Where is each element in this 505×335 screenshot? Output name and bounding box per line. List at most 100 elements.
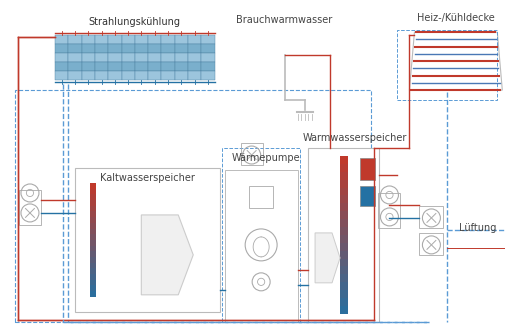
Bar [90,280,95,285]
Bar [148,62,161,71]
Bar [90,240,95,246]
Bar [201,53,214,62]
Bar [55,35,68,44]
Bar [396,30,496,100]
Bar [188,35,201,44]
Bar [121,71,134,80]
Bar [90,200,95,206]
Bar [68,62,81,71]
Bar [339,274,347,282]
Bar [68,71,81,80]
Bar [339,259,347,266]
Bar [339,211,347,219]
Bar [121,62,134,71]
Bar [108,35,121,44]
Bar [339,266,347,274]
Bar [68,35,81,44]
Bar [161,62,174,71]
Bar [419,233,442,255]
Bar [339,227,347,235]
Bar [148,71,161,80]
Bar [378,193,399,228]
Bar [90,206,95,211]
Bar [90,211,95,217]
Bar [94,62,108,71]
Bar [15,90,371,322]
Bar [148,53,161,62]
Bar [90,194,95,200]
Bar [221,148,299,322]
Bar [339,188,347,195]
Text: Brauchwarmwasser: Brauchwarmwasser [236,15,332,25]
Bar [339,195,347,203]
Bar [55,62,68,71]
Bar [359,158,375,180]
Bar [94,71,108,80]
Bar [121,35,134,44]
Bar [134,53,148,62]
Bar [201,71,214,80]
Bar [339,203,347,211]
Bar [174,35,188,44]
Bar [307,148,379,322]
Bar [94,35,108,44]
Bar [201,44,214,53]
Bar [224,170,297,322]
Bar [240,143,262,165]
Bar [339,180,347,188]
Bar [134,35,148,44]
Bar [419,206,442,228]
Bar [161,35,174,44]
Bar [188,53,201,62]
Bar [90,268,95,274]
Bar [81,35,94,44]
Bar [55,71,68,80]
Bar [339,235,347,243]
Bar [201,62,214,71]
Bar [339,172,347,180]
Bar [161,71,174,80]
Bar [339,251,347,259]
Bar [148,35,161,44]
Text: Strahlungskühlung: Strahlungskühlung [89,17,180,27]
Bar [19,190,41,225]
Bar [134,62,148,71]
Bar [161,44,174,53]
Bar [339,164,347,172]
Bar [90,291,95,297]
Bar [90,189,95,194]
Bar [90,251,95,257]
Bar [339,298,347,306]
Bar [174,71,188,80]
Bar [81,71,94,80]
Bar [94,53,108,62]
Bar [188,71,201,80]
Bar [148,44,161,53]
Bar [174,53,188,62]
Bar [75,168,219,312]
Bar [94,44,108,53]
Bar [108,53,121,62]
Bar [121,53,134,62]
Bar [121,44,134,53]
Bar [134,44,148,53]
Bar [339,290,347,298]
Polygon shape [141,215,193,295]
Bar [81,53,94,62]
Bar [81,62,94,71]
Bar [134,71,148,80]
Text: Heiz-/Kühldecke: Heiz-/Kühldecke [416,13,494,23]
Bar [90,217,95,223]
Bar [161,53,174,62]
Bar [90,285,95,291]
Bar [90,234,95,240]
Bar [55,53,68,62]
Bar [201,35,214,44]
Bar [248,186,273,208]
Bar [339,219,347,227]
Bar [55,44,68,53]
Bar [68,53,81,62]
Bar [90,183,95,189]
Bar [90,263,95,268]
Text: Lüftung: Lüftung [459,223,496,233]
